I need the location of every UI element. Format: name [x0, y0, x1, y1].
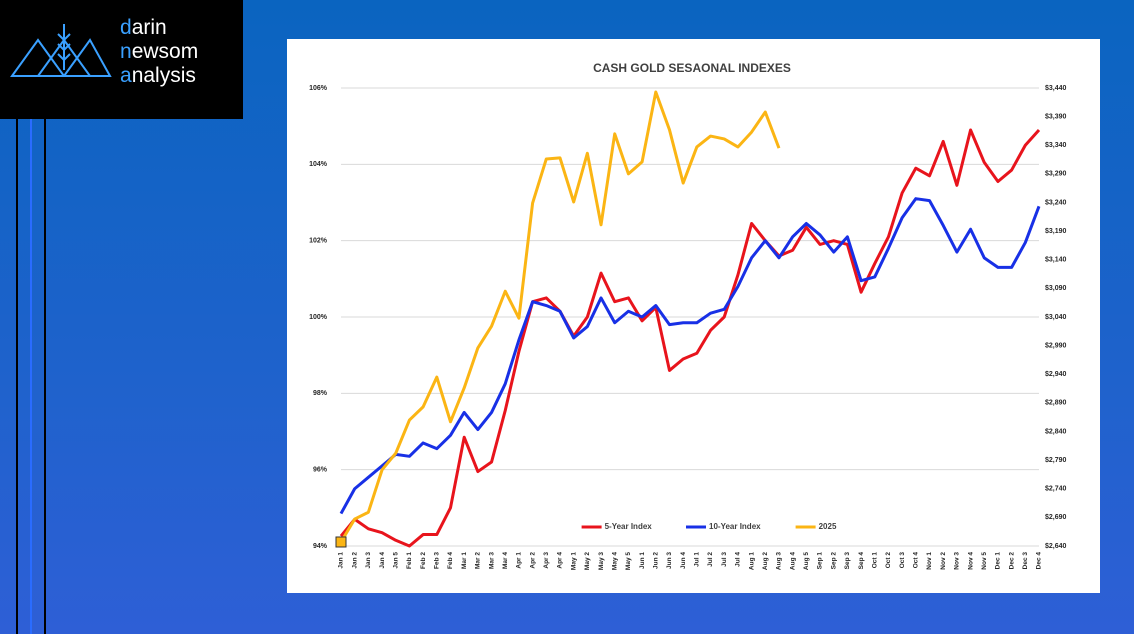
x-tick-label: Aug 4 — [789, 552, 796, 570]
x-tick-label: Nov 1 — [926, 552, 933, 570]
logo-line: newsom — [120, 40, 198, 64]
x-tick-label: Jun 4 — [680, 552, 687, 569]
logo: darin newsom analysis — [0, 0, 243, 119]
x-tick-label: Jan 5 — [392, 552, 399, 569]
y2-tick-label: $2,990 — [1045, 342, 1067, 349]
x-tick-label: Dec 1 — [995, 552, 1002, 570]
x-tick-label: Jan 1 — [338, 552, 345, 569]
y-tick-label: 106% — [309, 85, 328, 92]
logo-line: darin — [120, 16, 198, 40]
x-tick-label: Feb 3 — [434, 552, 441, 569]
logo-accent: d — [120, 16, 132, 39]
y2-tick-label: $3,040 — [1045, 314, 1067, 321]
chart-title: CASH GOLD SESAONAL INDEXES — [593, 61, 791, 75]
x-tick-label: Jun 1 — [639, 552, 646, 569]
x-tick-label: Jun 2 — [653, 552, 660, 569]
x-tick-label: Jul 4 — [735, 552, 742, 567]
logo-accent: n — [120, 40, 132, 63]
x-tick-label: Sep 3 — [844, 552, 851, 570]
logo-rest: arin — [131, 16, 167, 39]
series-line — [339, 128, 1041, 548]
y2-tick-label: $2,890 — [1045, 400, 1067, 407]
x-tick-label: Dec 4 — [1036, 552, 1043, 570]
x-tick-label: Oct 1 — [871, 552, 878, 569]
x-tick-label: Jan 3 — [365, 552, 372, 569]
x-tick-label: Feb 1 — [406, 552, 413, 569]
y2-tick-label: $2,740 — [1045, 486, 1067, 493]
y2-tick-label: $3,390 — [1045, 113, 1067, 120]
x-tick-label: Jan 2 — [351, 552, 358, 569]
x-tick-label: Jul 3 — [721, 552, 728, 567]
y2-tick-label: $3,090 — [1045, 285, 1067, 292]
logo-line: analysis — [120, 64, 198, 88]
x-tick-label: Apr 2 — [529, 552, 536, 569]
y-tick-label: 98% — [313, 390, 328, 397]
x-tick-label: Nov 4 — [967, 552, 974, 570]
x-tick-label: Sep 4 — [858, 552, 865, 570]
logo-icon — [10, 24, 112, 77]
y2-tick-label: $3,440 — [1045, 85, 1067, 92]
x-tick-label: Apr 1 — [516, 552, 523, 569]
x-tick-label: Jul 2 — [707, 552, 714, 567]
x-tick-label: Jul 1 — [694, 552, 701, 567]
x-tick-label: Jun 3 — [666, 552, 673, 569]
x-tick-label: Feb 4 — [447, 552, 454, 569]
x-tick-label: Nov 3 — [954, 552, 961, 570]
x-tick-label: Aug 5 — [803, 552, 810, 570]
x-tick-label: May 2 — [584, 552, 591, 570]
x-tick-label: Mar 2 — [475, 552, 482, 569]
x-tick-label: Feb 2 — [420, 552, 427, 569]
y-tick-label: 100% — [309, 314, 328, 321]
y-tick-label: 102% — [309, 238, 328, 245]
x-tick-label: Nov 2 — [940, 552, 947, 570]
x-tick-label: Oct 4 — [913, 552, 920, 569]
x-tick-label: Mar 1 — [461, 552, 468, 569]
y-tick-label: 104% — [309, 161, 328, 168]
y-tick-label: 96% — [313, 467, 328, 474]
y2-tick-label: $2,790 — [1045, 457, 1067, 464]
series-line — [339, 90, 781, 543]
x-tick-label: Aug 3 — [776, 552, 783, 570]
x-tick-label: May 3 — [598, 552, 605, 570]
chart: CASH GOLD SESAONAL INDEXES 94% 96% 98% 100%… — [287, 39, 1100, 593]
x-tick-label: Sep 1 — [817, 552, 824, 570]
x-tick-label: May 1 — [570, 552, 577, 570]
y2-tick-label: $3,240 — [1045, 199, 1067, 206]
logo-accent: a — [120, 64, 132, 87]
x-tick-label: Dec 2 — [1008, 552, 1015, 570]
x-tick-label: May 5 — [625, 552, 632, 570]
x-tick-label: Dec 3 — [1022, 552, 1029, 570]
x-tick-label: Mar 3 — [488, 552, 495, 569]
x-tick-label: Nov 5 — [981, 552, 988, 570]
legend-label: 5-Year Index — [605, 522, 653, 531]
legend-label: 10-Year Index — [709, 522, 761, 531]
logo-rest: ewsom — [131, 40, 199, 63]
x-tick-label: Aug 1 — [748, 552, 755, 570]
y2-tick-label: $2,940 — [1045, 371, 1067, 378]
x-tick-label: Sep 2 — [830, 552, 837, 570]
series-line — [339, 197, 1041, 515]
x-tick-label: Apr 4 — [557, 552, 564, 569]
x-tick-label: Jan 4 — [379, 552, 386, 569]
y2-tick-label: $3,290 — [1045, 171, 1067, 178]
logo-rest: nalysis — [131, 64, 196, 87]
x-tick-label: May 4 — [611, 552, 618, 570]
legend-label: 2025 — [819, 522, 837, 531]
y2-tick-label: $2,640 — [1045, 543, 1067, 550]
y2-tick-label: $3,140 — [1045, 257, 1067, 264]
y2-tick-label: $2,840 — [1045, 428, 1067, 435]
point-marker — [335, 536, 347, 548]
logo-text: darin newsom analysis — [120, 16, 198, 88]
x-tick-label: Oct 2 — [885, 552, 892, 569]
x-tick-label: Oct 3 — [899, 552, 906, 569]
x-tick-label: Aug 2 — [762, 552, 769, 570]
y2-tick-label: $3,190 — [1045, 228, 1067, 235]
y2-tick-label: $2,690 — [1045, 514, 1067, 521]
y-tick-label: 94% — [313, 543, 328, 550]
x-tick-label: Apr 3 — [543, 552, 550, 569]
x-tick-label: Mar 4 — [502, 552, 509, 569]
y2-tick-label: $3,340 — [1045, 142, 1067, 149]
